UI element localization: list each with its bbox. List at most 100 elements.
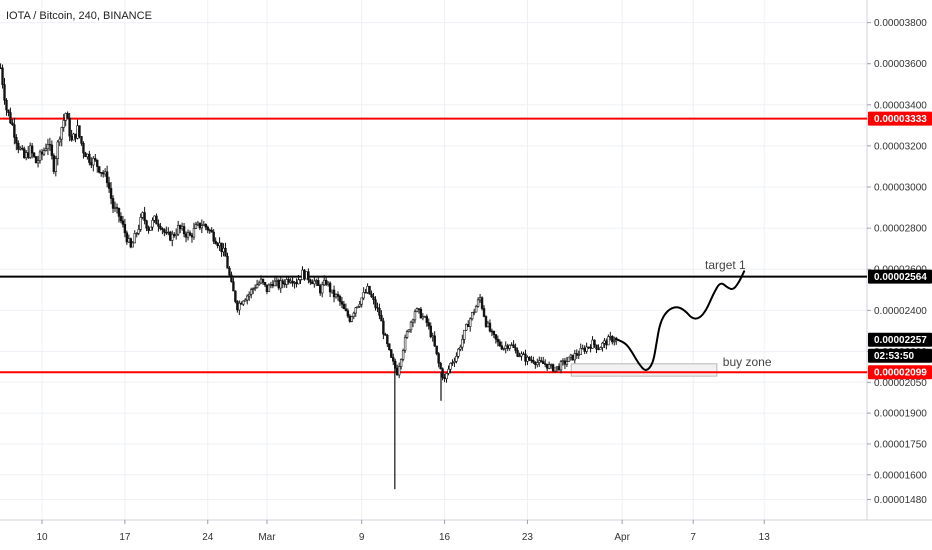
candle-body (455, 355, 458, 362)
candle-body (411, 319, 415, 323)
candle-body (490, 330, 494, 333)
candle-body (194, 224, 198, 229)
candle-body (545, 363, 549, 369)
level-badge-bg (868, 111, 932, 126)
candle-body (470, 312, 474, 320)
candle-body (82, 143, 85, 154)
candle-body (453, 361, 456, 363)
candle-body (569, 354, 573, 358)
candle-body (474, 306, 478, 313)
projection-curve[interactable] (615, 270, 746, 371)
candle-body (388, 343, 391, 350)
candle-body (11, 122, 14, 125)
candle-body (255, 284, 259, 289)
candle-body (155, 215, 158, 225)
candle-body (161, 228, 164, 230)
candle-body (7, 109, 10, 113)
annotation-label: target 1 (705, 258, 746, 272)
candle-body (30, 145, 34, 154)
candle-body (105, 171, 109, 184)
candle-body (356, 305, 359, 308)
candle-body (125, 232, 129, 243)
candle-body (141, 212, 144, 218)
candle-body (40, 151, 44, 155)
candle-body (441, 368, 444, 378)
candle-body (66, 113, 69, 119)
candle-body (135, 233, 138, 235)
candle-body (58, 138, 61, 143)
candle-body (342, 303, 346, 310)
candle-body (196, 222, 200, 225)
candle-body (488, 322, 492, 332)
y-tick-label: 0.00003000 (874, 183, 927, 194)
candle-body (413, 311, 417, 321)
candle-body (530, 359, 533, 362)
candle-body (171, 233, 174, 241)
candle-body (133, 233, 136, 244)
candle-body (439, 362, 442, 370)
candle-body (78, 125, 81, 137)
candle-body (299, 279, 302, 281)
candle-body (70, 135, 73, 141)
candle-body (360, 297, 363, 305)
y-tick-label: 0.00001750 (874, 439, 927, 450)
y-tick-label: 0.00001480 (874, 495, 927, 506)
candle-body (283, 283, 286, 285)
candle-body (423, 316, 427, 318)
candle-body (601, 342, 604, 348)
candle-body (50, 144, 54, 156)
candle-body (28, 145, 32, 158)
candle-body (496, 338, 500, 343)
candle-body (228, 267, 231, 276)
candle-body (565, 361, 569, 365)
candle-body (80, 136, 83, 144)
candle-body (492, 330, 496, 335)
candle-body (139, 217, 142, 230)
candle-body (599, 347, 602, 350)
candle-body (378, 307, 381, 316)
candle-body (165, 232, 168, 234)
candle-body (461, 339, 464, 348)
candle-body (344, 308, 348, 312)
projection-path[interactable] (615, 270, 746, 371)
candle-body (244, 299, 247, 302)
candle-body (60, 127, 63, 140)
candle-body (547, 364, 551, 369)
candle-body (409, 321, 413, 331)
candle-body (585, 346, 588, 352)
candle-body (48, 144, 52, 146)
candle-body (330, 289, 334, 293)
annotation-label: buy zone (723, 355, 772, 369)
candle-body (269, 284, 273, 286)
time-axis[interactable]: 10 17 24 Mar 9 16 23 Apr 7 13 (36, 520, 770, 543)
x-tick-label: 9 (359, 532, 365, 543)
candle-body (96, 159, 99, 167)
candle-body (3, 84, 6, 101)
candle-body (232, 281, 235, 292)
candle-body (54, 158, 58, 172)
candle-body (449, 363, 452, 370)
candle-body (368, 285, 371, 295)
candle-body (44, 148, 48, 151)
candle-body (352, 312, 355, 317)
candle-body (180, 226, 184, 229)
candle-body (186, 232, 190, 238)
y-tick-label: 0.00001600 (874, 470, 927, 481)
candle-body (540, 360, 543, 362)
candle-body (502, 348, 505, 350)
price-badges: 0.00003333 0.00002564 0.00002099 0.00002257… (868, 111, 932, 380)
candle-body (358, 303, 361, 307)
candle-body (100, 172, 103, 174)
candle-body (257, 282, 261, 285)
candle-body (184, 233, 188, 238)
horizontal-levels[interactable] (0, 117, 867, 374)
candle-body (249, 289, 253, 295)
x-tick-label: 16 (439, 532, 451, 543)
candle-body (15, 137, 18, 144)
candle-body (307, 271, 310, 281)
candle-body (210, 229, 213, 233)
x-tick-label: 24 (202, 532, 214, 543)
candle-body (494, 334, 498, 340)
